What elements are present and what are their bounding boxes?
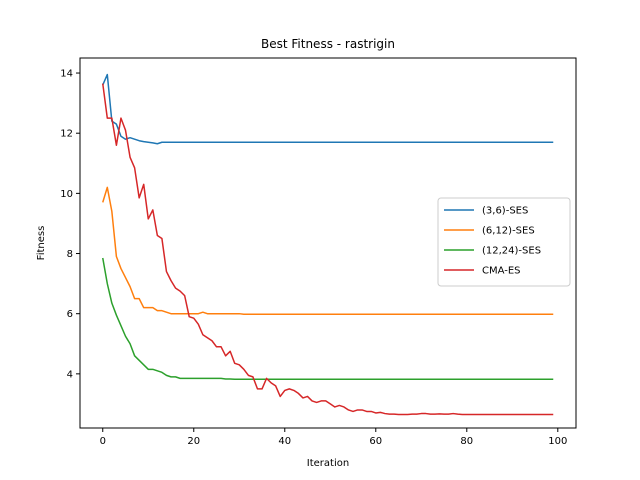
y-tick-label: 4 (67, 369, 73, 380)
x-tick-label: 100 (548, 436, 567, 447)
x-tick-label: 40 (278, 436, 291, 447)
x-tick-label: 80 (460, 436, 473, 447)
y-axis-label: Fitness (36, 226, 47, 261)
series-line (102, 257, 554, 381)
legend-label: (6,12)-SES (482, 226, 535, 237)
legend-label: (12,24)-SES (482, 246, 541, 257)
y-tick-label: 14 (60, 69, 73, 80)
plot-area (102, 73, 554, 416)
y-tick-label: 8 (67, 249, 73, 260)
axes-frame (79, 57, 577, 429)
y-tick-label: 10 (60, 189, 73, 200)
y-axis: 4 6 8 10 12 14 (60, 69, 80, 380)
x-tick-label: 60 (369, 436, 382, 447)
x-tick-label: 0 (100, 436, 106, 447)
legend-label: CMA-ES (482, 266, 521, 277)
y-tick-label: 12 (60, 129, 73, 140)
series-line (102, 83, 554, 416)
series-line (102, 186, 554, 316)
x-axis: 0 20 40 60 80 100 (100, 428, 567, 447)
legend: (3,6)-SES (6,12)-SES (12,24)-SES CMA-ES (437, 197, 571, 287)
legend-box (437, 197, 571, 287)
legend-label: (3,6)-SES (482, 206, 528, 217)
series-line (102, 73, 554, 145)
x-axis-label: Iteration (307, 458, 349, 469)
chart-title: Best Fitness - rastrigin (261, 37, 395, 51)
y-tick-label: 6 (67, 309, 73, 320)
x-tick-label: 20 (187, 436, 200, 447)
